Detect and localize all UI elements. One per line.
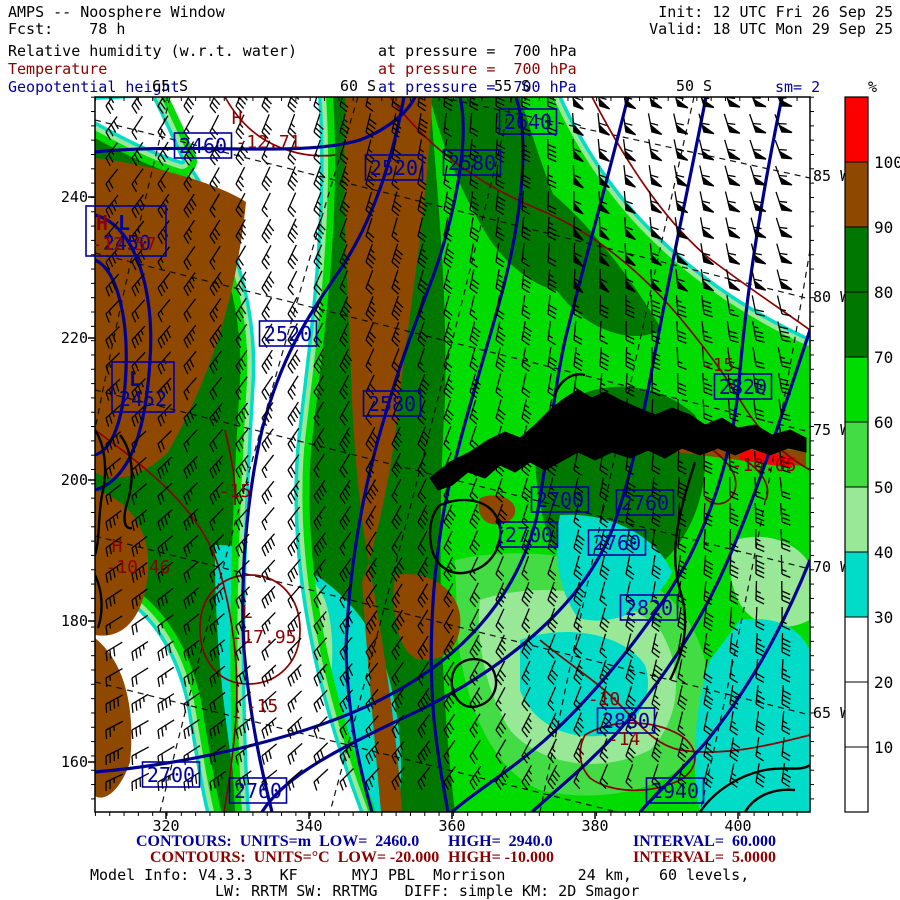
svg-text:65 W: 65 W (813, 704, 850, 722)
svg-text:2580: 2580 (368, 392, 416, 416)
legend-height-label: Geopotential height (8, 78, 180, 96)
svg-text:-17.95: -17.95 (231, 627, 296, 648)
svg-text:2760: 2760 (234, 779, 282, 803)
svg-text:60 S: 60 S (340, 77, 376, 95)
svg-text:200: 200 (61, 471, 88, 489)
svg-text:2820: 2820 (625, 596, 673, 620)
svg-text:H: H (232, 108, 243, 129)
svg-text:2880: 2880 (602, 709, 650, 733)
svg-text:-15: -15 (702, 355, 735, 376)
temp-contour-labels: H-12.71-12.57H-10.46-15L-17.95-15 -10-14-… (91, 108, 796, 750)
svg-text:L: L (118, 211, 130, 235)
contours-c-low: CONTOURS: UNITS=°C LOW= -20.000 (150, 849, 440, 866)
svg-text:90: 90 (874, 218, 893, 237)
svg-text:70 W: 70 W (813, 558, 850, 576)
contours-m-high: HIGH= 2940.0 (448, 833, 553, 850)
svg-text:70: 70 (874, 348, 893, 367)
svg-text:320: 320 (152, 817, 179, 835)
svg-text:2460: 2460 (179, 134, 227, 158)
svg-text:20: 20 (874, 673, 893, 692)
svg-text:400: 400 (724, 817, 751, 835)
svg-text:2450: 2450 (103, 231, 151, 255)
svg-text:30: 30 (874, 608, 893, 627)
svg-text:80 W: 80 W (813, 288, 850, 306)
svg-text:75 W: 75 W (813, 421, 850, 439)
svg-text:2760: 2760 (593, 531, 641, 555)
svg-text:H: H (96, 211, 108, 235)
valid-time: Valid: 18 UTC Mon 29 Sep 25 (649, 20, 893, 38)
svg-text:2580: 2580 (448, 151, 496, 175)
map-body (95, 97, 810, 812)
svg-text:%: % (868, 78, 877, 96)
legend-rh-pressure: at pressure = 700 hPa (378, 42, 577, 60)
axis-ticks (88, 96, 814, 819)
svg-text:-12.71: -12.71 (235, 132, 300, 153)
svg-text:-12.57: -12.57 (91, 234, 156, 255)
svg-text:340: 340 (295, 817, 322, 835)
svg-text:-10.46: -10.46 (105, 557, 170, 578)
legend-rh-label: Relative humidity (w.r.t. water) (8, 42, 297, 60)
smoothing-label: sm= 2 (775, 78, 821, 96)
svg-text:40: 40 (874, 543, 893, 562)
legend-temp-pressure: at pressure = 700 hPa (378, 60, 577, 78)
svg-text:2820: 2820 (719, 375, 767, 399)
svg-text:2760: 2760 (621, 491, 669, 515)
svg-text:-10: -10 (588, 689, 621, 710)
axis-labels: 320 340 360 380 400 240 220 200 180 160 65 S 60 S 55… (61, 77, 850, 835)
svg-text:180: 180 (61, 612, 88, 630)
wind-barbs (105, 97, 793, 792)
svg-text:2452: 2452 (119, 387, 167, 411)
svg-text:55 S: 55 S (494, 77, 530, 95)
svg-text:50 S: 50 S (676, 77, 712, 95)
svg-text:-15: -15 (246, 696, 279, 717)
svg-text:L: L (129, 367, 141, 391)
svg-text:220: 220 (61, 329, 88, 347)
contours-c-high: HIGH= -10.000 (448, 849, 555, 866)
model-info-line: Model Info: V4.3.3 KF MYJ PBL Morrison 2… (90, 866, 750, 884)
svg-text:240: 240 (61, 188, 88, 206)
svg-text:2700: 2700 (505, 523, 553, 547)
contours-c-interval: INTERVAL= 5.0000 (633, 849, 776, 866)
svg-text:160: 160 (61, 753, 88, 771)
forecast-hour: Fcst: 78 h (8, 20, 126, 38)
physics-info-line: LW: RRTM SW: RRTMG DIFF: simple KM: 2D S… (215, 882, 640, 900)
svg-text:2700: 2700 (536, 488, 584, 512)
svg-text:2700: 2700 (147, 763, 195, 787)
svg-text:H: H (112, 536, 123, 557)
svg-text:-15: -15 (219, 481, 252, 502)
legend-temp-label: Temperature (8, 60, 108, 78)
height-contour-labels: 2460 2520 2520 2580 2580 2640 2700 2700 2700 2760… (85, 108, 773, 804)
svg-text:-10.05: -10.05 (731, 455, 796, 476)
colorbar: 100 90 80 70 60 50 40 30 20 10% (844, 78, 900, 813)
legend-height-pressure: at pressure = 700 hPa (378, 78, 577, 96)
svg-text:2640: 2640 (504, 110, 552, 134)
contours-m-low: CONTOURS: UNITS=m LOW= 2460.0 (136, 833, 420, 850)
svg-text:2520: 2520 (370, 156, 418, 180)
svg-text:85 W: 85 W (813, 167, 850, 185)
svg-text:65 S: 65 S (152, 77, 188, 95)
svg-text:380: 380 (581, 817, 608, 835)
svg-text:50: 50 (874, 478, 893, 497)
svg-text:L: L (242, 602, 253, 623)
svg-text:80: 80 (874, 283, 893, 302)
contours-m-interval: INTERVAL= 60.000 (633, 833, 776, 850)
svg-text:10: 10 (874, 738, 893, 757)
svg-text:2520: 2520 (264, 322, 312, 346)
init-time: Init: 12 UTC Fri 26 Sep 25 (658, 3, 893, 21)
svg-text:360: 360 (438, 817, 465, 835)
svg-text:100: 100 (874, 153, 900, 172)
svg-text:2940: 2940 (651, 779, 699, 803)
svg-text:-14: -14 (608, 729, 641, 750)
app-title: AMPS -- Noosphere Window (8, 3, 225, 21)
svg-text:60: 60 (874, 413, 893, 432)
